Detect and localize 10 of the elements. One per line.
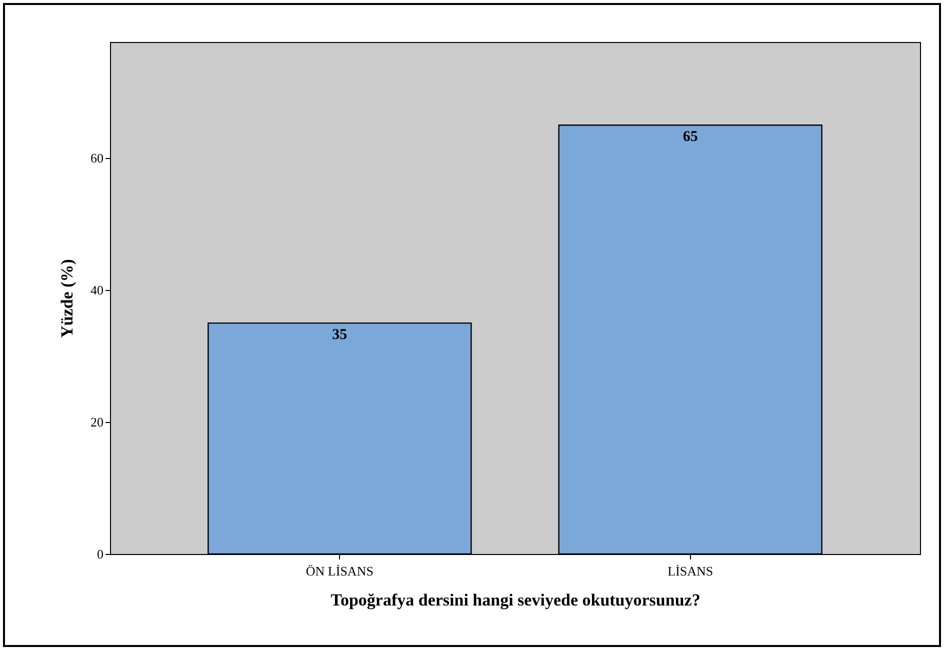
y-tick-label: 60 <box>90 150 104 166</box>
x-tick-label: LİSANS <box>668 564 714 578</box>
data-label: 65 <box>682 129 698 146</box>
x-tick-label: ÖN LİSANS <box>306 564 374 578</box>
y-axis-title: Yüzde (%) <box>58 259 76 338</box>
y-tick-label: 20 <box>90 414 104 430</box>
x-axis-title: Topoğrafya dersini hangi seviyede okutuyorsunuz? <box>330 590 700 610</box>
y-tick-label: 0 <box>97 546 104 562</box>
data-label: 35 <box>332 327 348 344</box>
y-tick-label: 40 <box>90 282 104 298</box>
